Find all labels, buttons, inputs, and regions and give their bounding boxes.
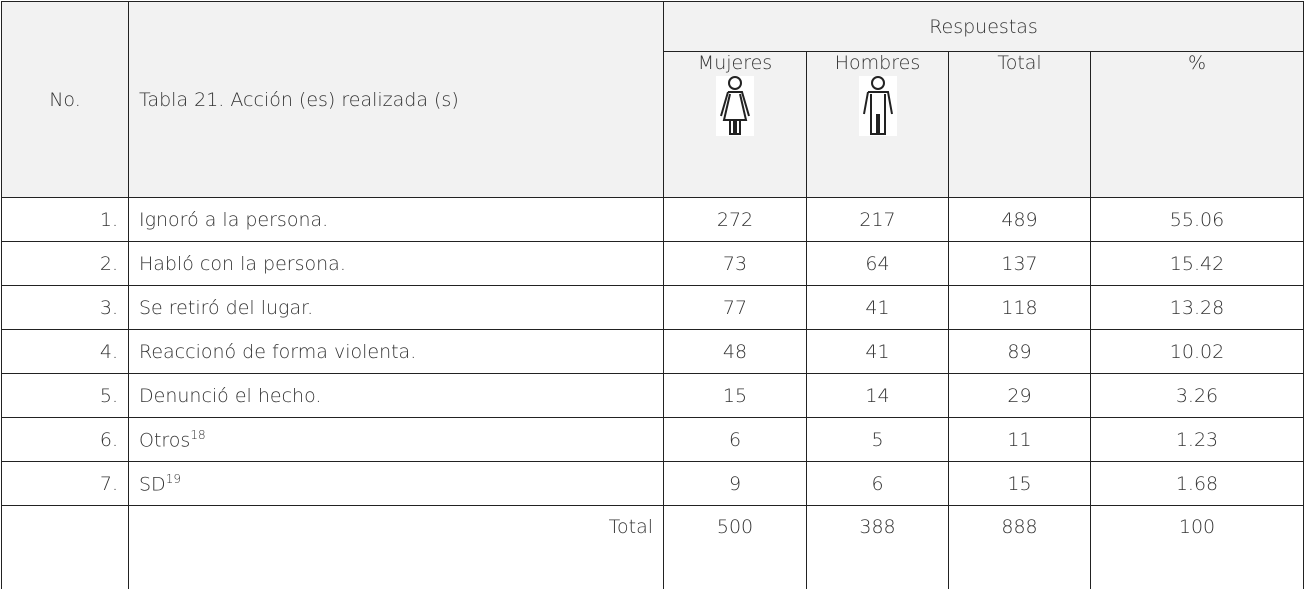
header-cell: % <box>1090 51 1304 198</box>
value-cell: 29 <box>948 373 1091 418</box>
data-row: 5. Denunció el hecho. 15 14 29 3.26 <box>1 373 1304 418</box>
header-cell: No. <box>1 1 129 198</box>
value-cell: 3.26 <box>1090 373 1304 418</box>
row-number: 5. <box>1 373 129 418</box>
row-number: 4. <box>1 329 129 374</box>
value-cell: 1.68 <box>1090 461 1304 506</box>
action-cell: Otros18 <box>128 417 664 462</box>
row-number: 2. <box>1 241 129 286</box>
value-cell: 6 <box>806 461 949 506</box>
value-cell: 15 <box>948 461 1091 506</box>
value-cell: 13.28 <box>1090 285 1304 330</box>
value-cell: 48 <box>663 329 807 374</box>
value-cell: 55.06 <box>1090 197 1304 242</box>
value-cell: 15.42 <box>1090 241 1304 286</box>
value-cell: 73 <box>663 241 807 286</box>
header-cell: Total <box>948 51 1091 198</box>
value-cell: 14 <box>806 373 949 418</box>
data-row: 7. SD19 9 6 15 1.68 <box>1 461 1304 506</box>
value-cell: 10.02 <box>1090 329 1304 374</box>
data-row: 6. Otros18 6 5 11 1.23 <box>1 417 1304 462</box>
total-value: 888 <box>948 505 1091 589</box>
value-cell: 6 <box>663 417 807 462</box>
row-number: 1. <box>1 197 129 242</box>
value-cell: 9 <box>663 461 807 506</box>
total-label: Total <box>128 505 664 589</box>
header-label: Mujeres <box>697 52 773 75</box>
female-icon <box>716 76 754 136</box>
value-cell: 64 <box>806 241 949 286</box>
data-row: 1. Ignoró a la persona. 272 217 489 55.06 <box>1 197 1304 242</box>
empty-cell <box>1 505 129 589</box>
value-cell: 41 <box>806 285 949 330</box>
value-cell: 5 <box>806 417 949 462</box>
header-label: Hombres <box>834 52 921 75</box>
action-cell: Denunció el hecho. <box>128 373 664 418</box>
row-number: 7. <box>1 461 129 506</box>
value-cell: 11 <box>948 417 1091 462</box>
value-cell: 137 <box>948 241 1091 286</box>
data-row: 2. Habló con la persona. 73 64 137 15.42 <box>1 241 1304 286</box>
total-row: Total 500 388 888 100 <box>1 505 1304 589</box>
action-cell: Reaccionó de forma violenta. <box>128 329 664 374</box>
cell-text: SD <box>139 473 166 496</box>
value-cell: 217 <box>806 197 949 242</box>
total-value: 100 <box>1090 505 1304 589</box>
action-cell: Habló con la persona. <box>128 241 664 286</box>
action-cell: SD19 <box>128 461 664 506</box>
header-cell: Hombres <box>806 51 949 198</box>
value-cell: 41 <box>806 329 949 374</box>
header-cell: Tabla 21. Acción (es) realizada (s) <box>128 1 664 198</box>
value-cell: 15 <box>663 373 807 418</box>
value-cell: 89 <box>948 329 1091 374</box>
male-icon <box>858 76 897 136</box>
value-cell: 1.23 <box>1090 417 1304 462</box>
data-row: 4. Reaccionó de forma violenta. 48 41 89 10.0… <box>1 329 1304 374</box>
row-number: 3. <box>1 285 129 330</box>
footnote-ref: 18 <box>190 427 206 442</box>
value-cell: 118 <box>948 285 1091 330</box>
row-number: 6. <box>1 417 129 462</box>
header-cell: Mujeres <box>663 51 807 198</box>
total-value: 388 <box>806 505 949 589</box>
value-cell: 489 <box>948 197 1091 242</box>
action-cell: Ignoró a la persona. <box>128 197 664 242</box>
group-header: Respuestas <box>663 1 1304 52</box>
cell-text: Otros <box>139 429 191 452</box>
total-value: 500 <box>663 505 807 589</box>
data-row: 3. Se retiró del lugar. 77 41 118 13.28 <box>1 285 1304 330</box>
footnote-ref: 19 <box>165 471 181 486</box>
value-cell: 77 <box>663 285 807 330</box>
action-cell: Se retiró del lugar. <box>128 285 664 330</box>
header-row: No. Tabla 21. Acción (es) realizada (s) … <box>1 1 1304 198</box>
value-cell: 272 <box>663 197 807 242</box>
header-row: Mujeres Hombres Total % <box>2 51 1304 198</box>
